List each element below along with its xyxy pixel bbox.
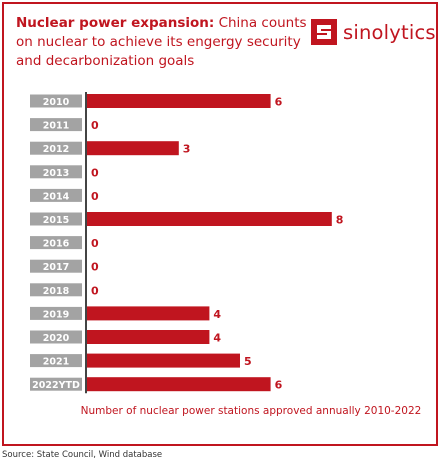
data-label: 0 [91,284,99,297]
category-label-bg [30,283,82,297]
category-label-bg [30,212,82,226]
category-label: 2012 [43,144,69,155]
category-label-bg [30,354,82,368]
category-label-bg [30,330,82,344]
category-label-bg [30,236,82,250]
category-label: 2021 [43,357,69,368]
bar [87,330,210,344]
brand-logo: sinolytics [311,18,436,46]
bar [87,141,179,156]
chart-caption: Number of nuclear power stations approve… [81,405,422,417]
data-label: 0 [91,261,99,274]
data-label: 8 [336,214,344,227]
category-label-bg [30,306,82,320]
category-label: 2011 [43,121,69,132]
data-label: 3 [183,143,191,156]
bar [87,212,332,226]
category-label: 2018 [43,286,70,297]
bar [87,353,240,368]
data-label: 4 [213,308,221,321]
chart-title: Nuclear power expansion: China counts on… [16,14,316,71]
category-label: 2017 [43,262,69,273]
bar [87,94,271,108]
category-label-bg [30,165,82,179]
category-label-bg [30,377,82,391]
category-label-bg [30,188,82,202]
brand-name: sinolytics [343,20,436,44]
data-label: 0 [91,119,99,132]
data-label: 6 [275,96,283,109]
category-label-bg [30,118,82,132]
category-label: 2022YTD [32,380,80,391]
data-label: 4 [213,332,221,345]
source-note: Source: State Council, Wind database [2,450,163,460]
bar [87,306,210,321]
chart-title-rest: China counts on nuclear to achieve its e… [16,15,307,69]
sinolytics-logo-icon [311,19,337,45]
category-label: 2016 [43,239,70,250]
category-label-bg [30,94,82,108]
category-label-bg [30,141,82,155]
data-label: 5 [244,355,252,368]
category-label: 2013 [43,168,69,179]
data-label: 0 [91,237,99,250]
category-label-bg [30,259,82,273]
category-label: 2014 [43,191,70,202]
category-label: 2010 [43,97,70,108]
bar [87,377,271,392]
chart-title-bold: Nuclear power expansion: [16,15,215,31]
category-label: 2019 [43,309,69,320]
data-label: 6 [275,379,283,392]
category-label: 2020 [43,333,70,344]
data-label: 0 [91,166,99,179]
category-label: 2015 [43,215,69,226]
data-label: 0 [91,190,99,203]
